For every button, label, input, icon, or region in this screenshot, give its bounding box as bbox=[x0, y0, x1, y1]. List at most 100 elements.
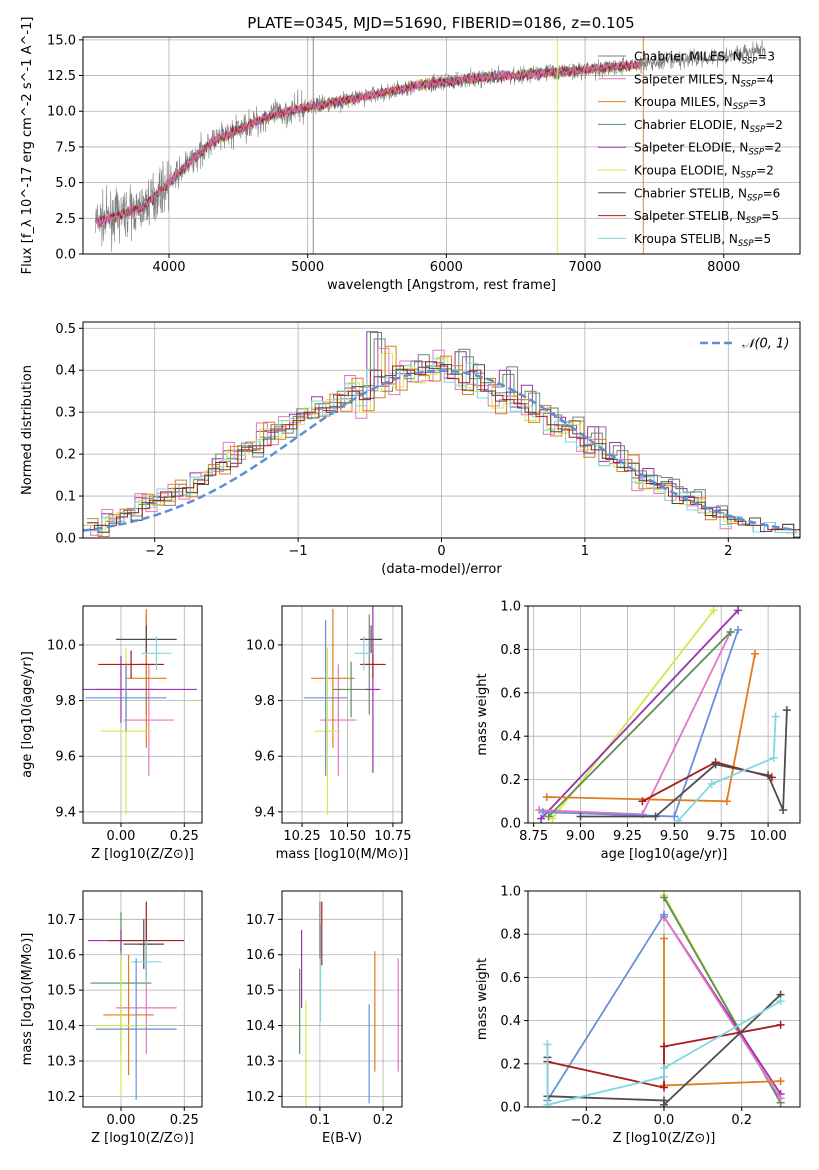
axes-age_vs_mass: 10.25 10.50 10.75 9.4 9.6 9.8 10.0 mass [log10(… bbox=[246, 605, 412, 862]
y-tick-label: 0.6 bbox=[500, 971, 521, 986]
weight-marker bbox=[660, 1083, 668, 1092]
x-tick-label: 10.75 bbox=[374, 829, 411, 844]
x-tick-label: 2 bbox=[724, 544, 732, 559]
x-tick-label: 0.25 bbox=[170, 829, 199, 844]
weight-marker bbox=[722, 797, 731, 806]
axes-frame bbox=[527, 605, 801, 824]
y-tick-label: 0.0 bbox=[500, 817, 521, 832]
x-tick-label: 8.75 bbox=[519, 829, 548, 844]
weight-marker bbox=[734, 625, 743, 634]
x-tick-label: 1 bbox=[581, 544, 589, 559]
x-tick-label: 10.00 bbox=[750, 829, 787, 844]
weight-marker bbox=[782, 706, 791, 715]
axes-age_vs_Z: 0.00 0.25 9.4 9.6 9.8 10.0 Z [log10(Z/Z⊙)] age … bbox=[20, 605, 203, 862]
weight-marker bbox=[660, 1072, 668, 1081]
weight-marker bbox=[771, 712, 780, 721]
plot-area-spectrum bbox=[95, 37, 766, 254]
y-tick-label: 12.5 bbox=[47, 69, 76, 84]
axes-spectrum: 4000 5000 6000 7000 8000 0.0 2.5 5.0 7.5 10.0 12.5… bbox=[20, 17, 801, 293]
weight-line bbox=[540, 609, 739, 820]
y-tick-label: 10.6 bbox=[47, 948, 76, 963]
y-tick-label: 10.2 bbox=[47, 1090, 76, 1105]
x-axis-label: E(B-V) bbox=[322, 1131, 362, 1146]
y-tick-label: 10.0 bbox=[246, 638, 275, 653]
legend-entry: Kroupa ELODIE, NSSP=2 bbox=[634, 164, 774, 181]
x-axis-label: Z [log10(Z/Z⊙)] bbox=[91, 847, 194, 862]
weight-marker bbox=[776, 1077, 785, 1086]
y-tick-label: 0.2 bbox=[55, 448, 76, 463]
x-tick-label: 10.25 bbox=[283, 829, 320, 844]
y-tick-label: 0.3 bbox=[55, 406, 76, 421]
axes-frame bbox=[82, 36, 801, 255]
axes-mass_vs_EBV: 0.1 0.2 10.2 10.3 10.4 10.5 10.6 10.7 E(B-V) bbox=[246, 890, 403, 1146]
axes-frame bbox=[281, 890, 403, 1108]
y-tick-label: 10.7 bbox=[47, 913, 76, 928]
plot-area-mass_vs_Z bbox=[88, 901, 185, 1100]
x-axis-label: Z [log10(Z/Z⊙)] bbox=[91, 1131, 194, 1146]
weight-marker bbox=[709, 606, 718, 615]
legend-entry: Salpeter STELIB, NSSP=5 bbox=[634, 209, 779, 226]
spectrum-model-line bbox=[95, 60, 641, 225]
histogram-step bbox=[83, 361, 800, 531]
y-tick-label: 0.5 bbox=[55, 322, 76, 337]
axes-frame bbox=[82, 605, 203, 824]
weight-line bbox=[551, 609, 715, 820]
y-tick-label: 10.0 bbox=[47, 105, 76, 120]
y-tick-label: 0.0 bbox=[55, 532, 76, 547]
x-tick-label: 10.50 bbox=[329, 829, 366, 844]
x-tick-label: 0.00 bbox=[107, 1113, 136, 1128]
x-axis-label: age [log10(age/yr)] bbox=[601, 847, 728, 862]
y-tick-label: 0.4 bbox=[500, 1014, 521, 1029]
y-tick-label: 0.0 bbox=[500, 1101, 521, 1116]
y-tick-label: 10.0 bbox=[47, 638, 76, 653]
weight-marker bbox=[542, 792, 551, 801]
legend-entry: Salpeter ELODIE, NSSP=2 bbox=[634, 141, 782, 158]
weight-marker bbox=[750, 649, 759, 658]
plot-area-residual_hist bbox=[83, 331, 800, 538]
x-tick-label: −0.2 bbox=[570, 1113, 602, 1128]
y-tick-label: 0.8 bbox=[500, 643, 521, 658]
y-tick-label: 10.6 bbox=[246, 948, 275, 963]
axes-frame bbox=[281, 605, 403, 824]
weight-marker bbox=[769, 753, 778, 762]
legend-entry: Chabrier STELIB, NSSP=6 bbox=[634, 186, 780, 203]
axes-residual_hist: −2 −1 0 1 2 0.0 0.1 0.2 0.3 0.4 0.5 (data-model)/er… bbox=[20, 321, 801, 577]
weight-marker bbox=[674, 816, 683, 823]
y-tick-label: 10.7 bbox=[246, 913, 275, 928]
weight-marker bbox=[537, 814, 546, 823]
y-tick-label: 10.2 bbox=[246, 1090, 275, 1105]
y-axis-label: mass weight bbox=[475, 958, 490, 1040]
y-tick-label: 9.4 bbox=[55, 805, 76, 820]
histogram-step bbox=[87, 338, 800, 538]
x-axis-label: Z [log10(Z/Z⊙)] bbox=[613, 1131, 716, 1146]
weight-line bbox=[580, 710, 788, 818]
x-tick-label: 8000 bbox=[707, 260, 740, 275]
y-tick-label: 10.4 bbox=[47, 1019, 76, 1034]
figure-title: PLATE=0345, MJD=51690, FIBERID=0186, z=0… bbox=[247, 14, 634, 32]
weight-marker bbox=[660, 1100, 668, 1107]
y-tick-label: 10.3 bbox=[246, 1054, 275, 1069]
legend-entry: Chabrier ELODIE, NSSP=2 bbox=[634, 118, 783, 135]
spectrum-model-line bbox=[95, 60, 641, 226]
weight-marker bbox=[776, 1020, 785, 1029]
weight-marker bbox=[776, 1094, 785, 1103]
y-tick-label: 9.6 bbox=[55, 750, 76, 765]
weight-marker bbox=[543, 1100, 552, 1107]
y-tick-label: 0.1 bbox=[55, 490, 76, 505]
weight-marker bbox=[539, 808, 548, 817]
histogram-step bbox=[87, 364, 800, 538]
weight-marker bbox=[660, 1042, 668, 1051]
x-tick-label: 0.2 bbox=[373, 1113, 394, 1128]
weight-marker bbox=[543, 1040, 552, 1049]
weight-line bbox=[663, 916, 782, 1099]
x-tick-label: 0.00 bbox=[107, 829, 136, 844]
weight-marker bbox=[544, 812, 553, 821]
x-tick-label: 5000 bbox=[291, 260, 324, 275]
y-axis-label: mass weight bbox=[475, 673, 490, 755]
weight-marker bbox=[764, 771, 773, 780]
x-tick-label: 0 bbox=[437, 544, 445, 559]
weight-line bbox=[539, 631, 732, 816]
axes-mass_vs_Z: 0.00 0.25 10.2 10.3 10.4 10.5 10.6 10.7 Z [log10… bbox=[20, 890, 203, 1146]
x-tick-label: 0.0 bbox=[654, 1113, 675, 1128]
y-tick-label: 1.0 bbox=[500, 600, 521, 615]
